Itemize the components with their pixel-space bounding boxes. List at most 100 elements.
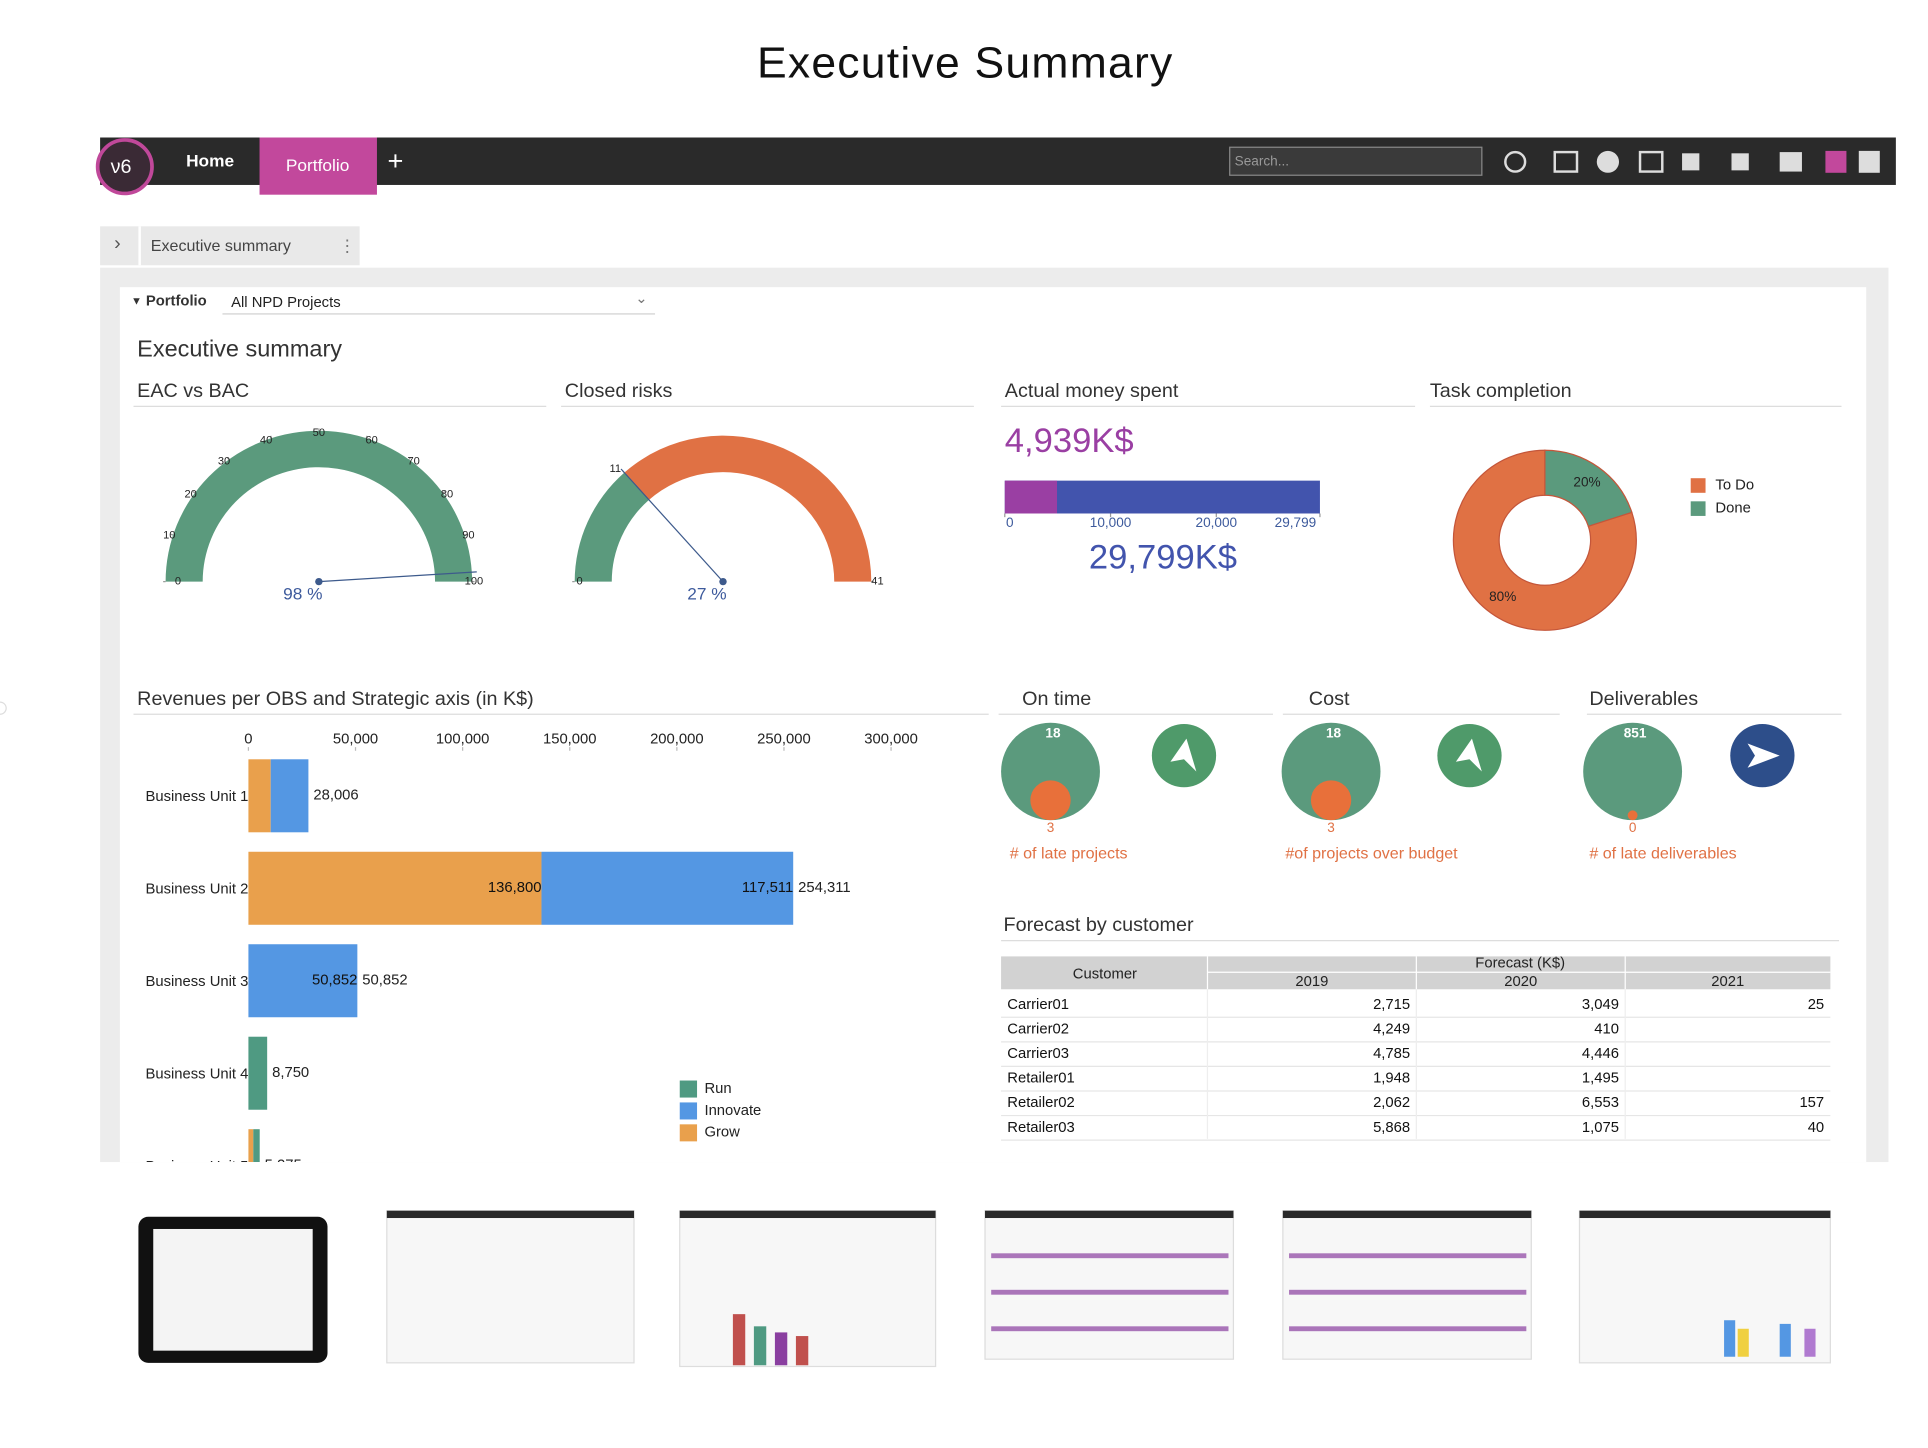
donut-label: 20% [1573,475,1600,490]
gauge-tick [408,457,411,460]
bar-total-label: 254,311 [798,880,850,896]
money-icon[interactable] [1596,150,1620,173]
table-cell: 2,715 [1373,997,1410,1013]
x-tick-label: 29,799 [1275,515,1317,530]
gauge-tick [170,533,174,536]
kpi-trend-arrow [1747,743,1780,768]
widget-title: Revenues per OBS and Strategic axis (in … [137,688,534,710]
thumbnail[interactable] [1578,1210,1831,1364]
thumbnails [138,1210,1831,1368]
nav-tab[interactable]: Portfolio [286,155,349,175]
thumbnail-screen [153,1228,313,1351]
menu-icon[interactable]: ⋮ [339,236,356,256]
bar-value-label: 117,511 [742,880,793,896]
x-tick-label: 20,000 [1196,515,1238,530]
thumbnail[interactable] [984,1210,1235,1360]
gauge-needle [318,571,477,583]
table-cell: 40 [1808,1120,1824,1136]
thumbnail-row [991,1289,1229,1295]
section-title: Executive summary [137,336,342,362]
table-header-cell: Forecast (K$) [1475,956,1565,972]
table-cell: 3,049 [1582,997,1619,1013]
bar-total-label: 5,275 [265,1158,302,1174]
x-tick-label: 250,000 [757,732,811,748]
bar-segment [248,1036,268,1110]
legend-swatch [679,1102,698,1120]
calendar-icon[interactable] [1553,150,1579,173]
gauge-tick-label: 0 [577,576,583,588]
bar-segment [248,759,271,833]
gauge-tick [192,491,196,494]
logo[interactable] [95,138,154,196]
x-tick-label: 50,000 [333,732,378,748]
widget-title: Forecast by customer [1004,914,1194,936]
thumbnail[interactable] [1282,1210,1532,1360]
kpi-late: 3 [1327,820,1335,835]
gauge-value-arc [574,472,649,582]
kpi-late-circle [1310,780,1352,821]
gauge-pivot [315,577,323,586]
thumbnail-bar-mark [774,1332,788,1366]
gauge-tick-label: 60 [365,434,377,446]
table-cell: 4,249 [1373,1022,1410,1038]
logo-glyph: ν6 [111,156,132,178]
revenue-chart: 0 50,000 100,000 150,000 200,000 250,000 300,0… [145,732,918,1175]
gauge-tick-label: 90 [462,530,474,542]
table-cell: 4,785 [1373,1046,1410,1062]
budget-label: 29,799K$ [1089,539,1237,577]
gauge-tick-label: 20 [185,488,197,500]
nav-tab[interactable]: Home [186,150,234,170]
kpi-total-circle [1583,722,1683,821]
legend-swatch [1690,501,1706,516]
gauge-tick-label: 100 [465,576,484,588]
gauge-tick [270,435,273,439]
widget-title: Task completion [1430,380,1572,402]
y-tick-label: Business Unit 3 [145,974,248,990]
table-cell: 4,446 [1582,1046,1619,1062]
legend-label: Run [704,1081,731,1097]
thumbnail-bar [679,1210,936,1219]
share-icon[interactable] [1504,150,1527,173]
gauge-tick-label: 0 [175,576,181,588]
kpi-total-circle [1001,722,1100,821]
legend-swatch [679,1080,698,1098]
bar-segment [253,1129,260,1163]
panel [119,287,1867,1163]
calendar-icon[interactable] [1638,150,1664,173]
search-placeholder: Search... [1235,153,1289,168]
filter-chevron[interactable]: ⌄ [635,291,647,307]
breadcrumb[interactable]: Executive summary [151,238,291,255]
gauge-tick-label: 70 [407,455,419,467]
thumbnail-bar-mark [1804,1328,1816,1357]
filter-label: Portfolio [146,294,207,310]
legend-label: Done [1715,501,1750,517]
y-tick-label: Business Unit 4 [145,1066,248,1082]
y-tick-label: Business Unit 5 [145,1159,248,1175]
add-tab-button[interactable]: + [388,146,404,176]
gauge-tick-label: 80 [441,488,453,500]
excel-icon[interactable] [1682,153,1700,171]
pdf-icon[interactable] [1779,152,1802,172]
gauge-value-label: 27 % [687,584,726,604]
table-cell: 1,948 [1373,1071,1410,1087]
widget-title: EAC vs BAC [137,380,249,402]
ppt-icon[interactable] [1731,153,1749,171]
table-header-cell: Customer [1073,967,1137,983]
gauge-tick-label: 40 [260,434,272,446]
bar-segment [248,851,542,925]
filter-value[interactable]: All NPD Projects [231,295,341,311]
thumbnail[interactable] [386,1210,635,1364]
help-icon[interactable] [1825,150,1847,173]
gauge-needle [620,468,724,583]
side-handle[interactable] [0,701,7,715]
gauge-value-label: 98 % [283,584,322,604]
save-icon[interactable] [1858,150,1880,173]
nav-tab-active-bg[interactable] [259,137,377,195]
widget-title: Actual money spent [1005,380,1179,402]
search-box[interactable] [1229,146,1483,176]
legend-label: To Do [1715,477,1754,493]
bar-segment [248,944,358,1018]
expand-toggle[interactable]: › [114,233,121,255]
